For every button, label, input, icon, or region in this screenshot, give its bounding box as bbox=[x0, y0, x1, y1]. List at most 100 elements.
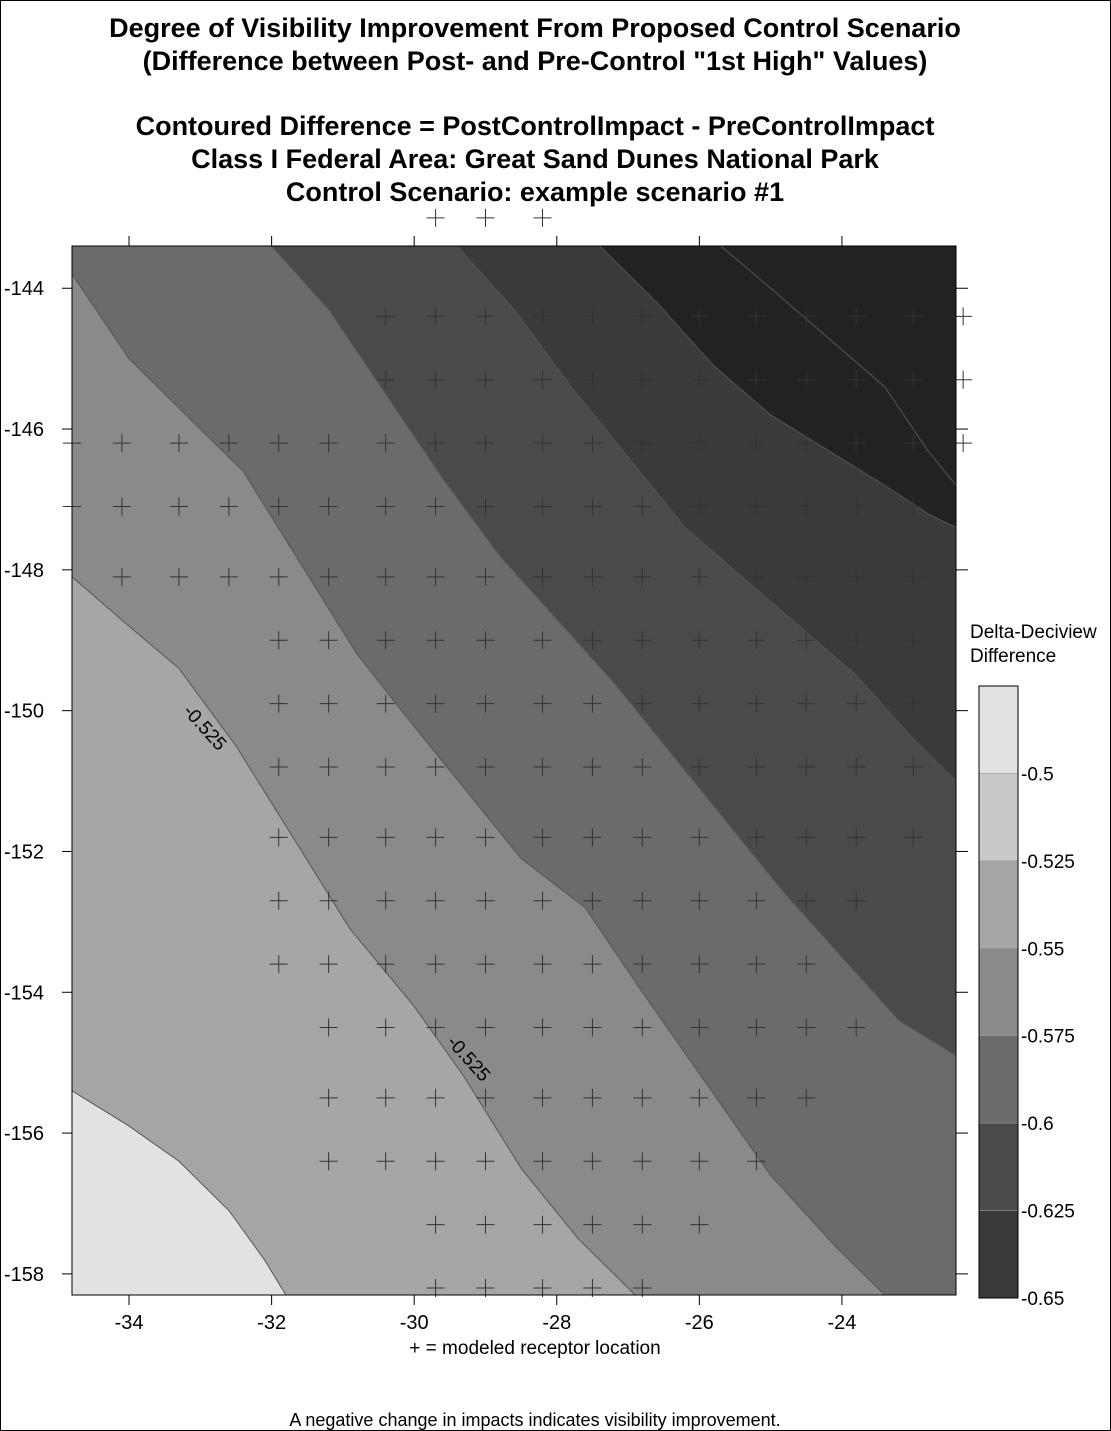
x-tick-label: -28 bbox=[542, 1312, 571, 1334]
receptor-marker bbox=[797, 307, 816, 326]
contour-line bbox=[720, 246, 956, 486]
receptor-marker bbox=[426, 694, 445, 713]
receptor-marker bbox=[319, 434, 338, 453]
receptor-marker bbox=[690, 955, 709, 974]
receptor-marker bbox=[690, 370, 709, 389]
receptor-marker bbox=[319, 1018, 338, 1037]
receptor-marker bbox=[426, 307, 445, 326]
receptor-marker bbox=[747, 891, 766, 910]
receptor-marker bbox=[904, 828, 923, 847]
receptor-marker bbox=[476, 955, 495, 974]
contour-band bbox=[72, 1090, 286, 1295]
receptor-marker bbox=[533, 208, 552, 227]
receptor-marker bbox=[319, 497, 338, 516]
receptor-marker bbox=[747, 1088, 766, 1107]
x-tick-label: -26 bbox=[685, 1312, 714, 1334]
receptor-marker bbox=[797, 891, 816, 910]
y-tick-label: -148 bbox=[4, 560, 44, 582]
receptor-marker bbox=[376, 567, 395, 586]
receptor-marker bbox=[269, 891, 288, 910]
receptor-marker bbox=[583, 434, 602, 453]
chart-title-line-2: (Difference between Post- and Pre-Contro… bbox=[142, 46, 928, 76]
receptor-marker bbox=[747, 497, 766, 516]
receptor-marker bbox=[269, 567, 288, 586]
receptor-marker bbox=[319, 757, 338, 776]
receptor-marker bbox=[797, 1018, 816, 1037]
receptor-marker bbox=[533, 567, 552, 586]
receptor-marker bbox=[747, 631, 766, 650]
receptor-marker bbox=[633, 307, 652, 326]
receptor-marker bbox=[690, 1215, 709, 1234]
receptor-marker bbox=[633, 955, 652, 974]
y-tick-label: -144 bbox=[4, 278, 44, 300]
colorbar-title-line-2: Difference bbox=[970, 646, 1056, 667]
receptor-legend-note: + = modeled receptor location bbox=[409, 1338, 661, 1359]
receptor-marker bbox=[847, 307, 866, 326]
receptor-marker bbox=[690, 567, 709, 586]
contour-line bbox=[72, 576, 636, 1295]
receptor-marker bbox=[583, 1215, 602, 1234]
receptor-marker bbox=[112, 497, 131, 516]
receptor-marker bbox=[269, 757, 288, 776]
contour-line bbox=[599, 246, 956, 529]
receptor-marker bbox=[533, 955, 552, 974]
receptor-marker bbox=[533, 1278, 552, 1297]
receptor-marker bbox=[633, 1278, 652, 1297]
receptor-marker bbox=[633, 497, 652, 516]
receptor-marker bbox=[690, 307, 709, 326]
receptor-marker bbox=[426, 631, 445, 650]
receptor-marker bbox=[583, 1152, 602, 1171]
receptor-marker bbox=[426, 567, 445, 586]
receptor-marker bbox=[376, 434, 395, 453]
receptor-marker bbox=[476, 434, 495, 453]
receptor-marker bbox=[583, 1088, 602, 1107]
receptor-marker bbox=[112, 567, 131, 586]
receptor-marker bbox=[633, 1018, 652, 1037]
contour-band bbox=[720, 246, 956, 486]
chart-subtitle-line-3: Control Scenario: example scenario #1 bbox=[285, 177, 785, 207]
receptor-marker bbox=[426, 1018, 445, 1037]
receptor-marker bbox=[583, 497, 602, 516]
receptor-marker bbox=[847, 434, 866, 453]
receptor-marker bbox=[319, 1152, 338, 1171]
receptor-marker bbox=[533, 434, 552, 453]
receptor-marker bbox=[319, 694, 338, 713]
receptor-marker bbox=[376, 1088, 395, 1107]
colorbar-band bbox=[978, 685, 1019, 774]
receptor-marker bbox=[319, 955, 338, 974]
receptor-marker bbox=[583, 1278, 602, 1297]
receptor-marker bbox=[476, 208, 495, 227]
receptor-marker bbox=[376, 370, 395, 389]
contour-line bbox=[456, 246, 956, 782]
receptor-marker bbox=[904, 434, 923, 453]
receptor-marker bbox=[533, 307, 552, 326]
receptor-marker bbox=[476, 567, 495, 586]
receptor-marker bbox=[583, 694, 602, 713]
receptor-marker bbox=[633, 631, 652, 650]
receptor-marker bbox=[904, 757, 923, 776]
receptor-marker bbox=[904, 307, 923, 326]
receptor-marker bbox=[583, 1018, 602, 1037]
receptor-marker bbox=[169, 567, 188, 586]
receptor-marker bbox=[533, 1152, 552, 1171]
receptor-marker bbox=[583, 757, 602, 776]
receptor-marker bbox=[847, 757, 866, 776]
colorbar-tick-label: -0.625 bbox=[1021, 1202, 1075, 1223]
receptor-marker bbox=[797, 434, 816, 453]
receptor-marker bbox=[476, 1018, 495, 1037]
receptor-marker bbox=[690, 631, 709, 650]
receptor-marker bbox=[476, 1215, 495, 1234]
receptor-marker bbox=[112, 434, 131, 453]
receptor-marker bbox=[797, 631, 816, 650]
receptor-marker bbox=[426, 1278, 445, 1297]
receptor-marker bbox=[747, 434, 766, 453]
receptor-marker bbox=[269, 631, 288, 650]
receptor-marker bbox=[426, 1088, 445, 1107]
receptor-marker bbox=[476, 1152, 495, 1171]
colorbar-band bbox=[978, 1210, 1019, 1299]
colorbar-tick-label: -0.65 bbox=[1021, 1289, 1064, 1310]
receptor-marker bbox=[747, 694, 766, 713]
receptor-marker bbox=[269, 434, 288, 453]
receptor-marker bbox=[533, 694, 552, 713]
receptor-marker bbox=[633, 694, 652, 713]
